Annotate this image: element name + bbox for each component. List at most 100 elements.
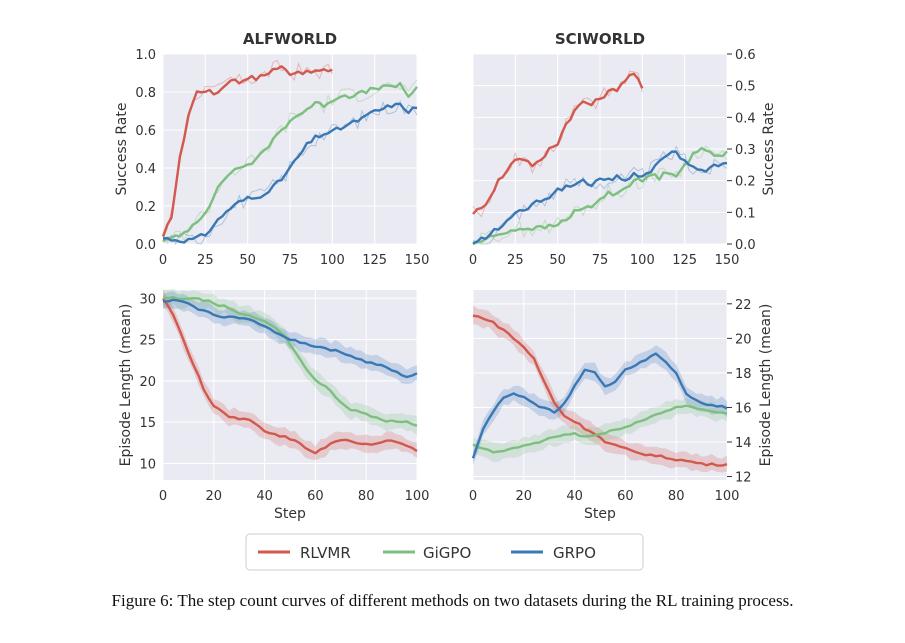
x-tick-label: 100 [630,253,655,268]
y-tick-label: 1.0 [135,48,156,63]
x-axis-label: Step [584,506,616,522]
series-line-gigpo [472,146,728,246]
series-band-grpo [473,345,727,465]
x-tick-label: 80 [668,489,685,504]
y-tick-label: 0.2 [735,175,756,190]
legend-label-rlvmr: RLVMR [300,544,351,562]
series-line-rlvmr [472,72,644,215]
y-tick-labels: 12 14 16 18 20 22 [727,298,752,486]
plot-area [163,290,417,480]
y-tick-label: 0.3 [735,143,756,158]
legend-label-grpo: GRPO [553,544,596,562]
x-tick-label: 100 [405,489,430,504]
panel-sciworld-length: 0 20 40 60 80 100 12 14 16 18 20 22 Step Episode L… [469,290,774,522]
y-tick-label: 15 [139,416,156,431]
panel-alfworld-length: 0 20 40 60 80 100 10 15 20 25 30 Step Episode Len… [118,288,430,522]
panel-alfworld-success: 0 25 50 75 100 125 150 0.0 0.2 0.4 0.6 0.8 1.0 ALFW… [114,30,429,268]
y-tick-labels: 0.0 0.1 0.2 0.3 0.4 0.5 0.6 [727,48,756,253]
series-line-rlvmr [162,297,418,455]
figure-canvas: 0 25 50 75 100 125 150 0.00.20.40.60.81.0 ALFW… [114,30,777,571]
series-band-rlvmr [163,289,417,461]
x-gridlines [162,290,418,480]
series-band-gigpo [473,397,727,462]
x-tick-labels: 0 20 40 60 80 100 [159,489,430,504]
x-tick-label: 100 [320,253,345,268]
series-line-rlvmr [472,314,728,467]
x-tick-label: 20 [206,489,223,504]
series-lines [162,296,418,455]
x-tick-label: 150 [715,253,740,268]
y-tick-label: 22 [735,298,752,313]
series-raw-grpo [162,99,418,246]
chart-title: ALFWORLD [243,30,337,48]
y-tick-labels: 0.0 0.2 0.4 0.6 0.8 1.0 [135,48,156,253]
x-tick-label: 125 [672,253,697,268]
x-tick-label: 75 [592,253,609,268]
y-tick-label: 0.8 [135,86,156,101]
x-tick-label: 40 [566,489,583,504]
x-tick-label: 75 [282,253,299,268]
series-line-rlvmr [161,65,333,237]
x-tick-label: 50 [549,253,566,268]
series-line-grpo [472,150,728,245]
legend-label-gigpo: GiGPO [423,544,471,562]
y-tick-label: 0.2 [135,200,156,215]
y-tick-label: 0.1 [735,206,756,221]
y-tick-label: 0.5 [735,80,756,95]
y-tick-label: 30 [139,292,156,307]
y-tick-label: 18 [735,367,752,382]
chart-title: SCIWORLD [555,30,645,48]
y-tick-label: 14 [735,436,752,451]
y-tick-label: 0.6 [135,124,156,139]
x-tick-labels: 0 25 50 75 100 125 150 [469,253,740,268]
series-line-grpo [162,298,418,379]
y-tick-label: 25 [139,334,156,349]
x-tick-label: 40 [256,489,273,504]
y-tick-label: 0.6 [735,48,756,63]
x-tick-label: 20 [516,489,533,504]
y-gridlines [473,53,727,245]
x-tick-labels: 0 20 40 60 80 100 [469,489,740,504]
x-tick-label: 25 [197,253,214,268]
series-raw-grpo [472,145,728,245]
x-tick-label: 0 [159,253,167,268]
x-tick-label: 100 [715,489,740,504]
series-bands [473,305,727,473]
series-line-gigpo [162,296,418,427]
series-lines [471,314,728,467]
y-tick-label: 0.4 [735,111,756,126]
y-axis-label: Episode Length (mean) [758,304,774,467]
y-gridlines [473,303,727,478]
x-axis-label: Step [274,506,306,522]
figure-caption: Figure 6: The step count curves of diffe… [111,591,794,610]
x-tick-label: 60 [617,489,634,504]
series-line-grpo [471,352,728,459]
x-tick-label: 150 [405,253,430,268]
y-tick-label: 0.0 [135,238,156,253]
y-axis-label: Episode Length (mean) [118,304,134,467]
x-gridlines [162,54,418,244]
x-tick-label: 125 [362,253,387,268]
series-line-grpo [162,102,418,244]
y-axis-label: Success Rate [114,103,130,196]
series-line-gigpo [472,404,728,454]
legend: RLVMR GiGPO GRPO [245,533,644,571]
x-tick-label: 50 [239,253,256,268]
y-tick-label: 0.0 [735,238,756,253]
series-band-rlvmr [473,305,727,473]
series-band-grpo [163,291,417,384]
y-tick-label: 12 [735,471,752,486]
x-tick-label: 60 [307,489,324,504]
y-tick-label: 10 [139,457,156,472]
y-tick-label: 16 [735,401,752,416]
panel-sciworld-success: 0 25 50 75 100 125 150 0.0 0.1 0.2 0.3 0.4 0.5 0.6 S… [469,30,777,268]
y-tick-label: 20 [735,332,752,347]
series-lines [472,72,728,246]
series-line-gigpo [162,81,418,243]
legend-box [245,533,644,571]
x-tick-label: 0 [469,253,477,268]
x-tick-label: 25 [507,253,524,268]
x-tick-label: 0 [469,489,477,504]
series-lines [161,65,418,244]
y-tick-labels: 10 15 20 25 30 [139,292,156,472]
